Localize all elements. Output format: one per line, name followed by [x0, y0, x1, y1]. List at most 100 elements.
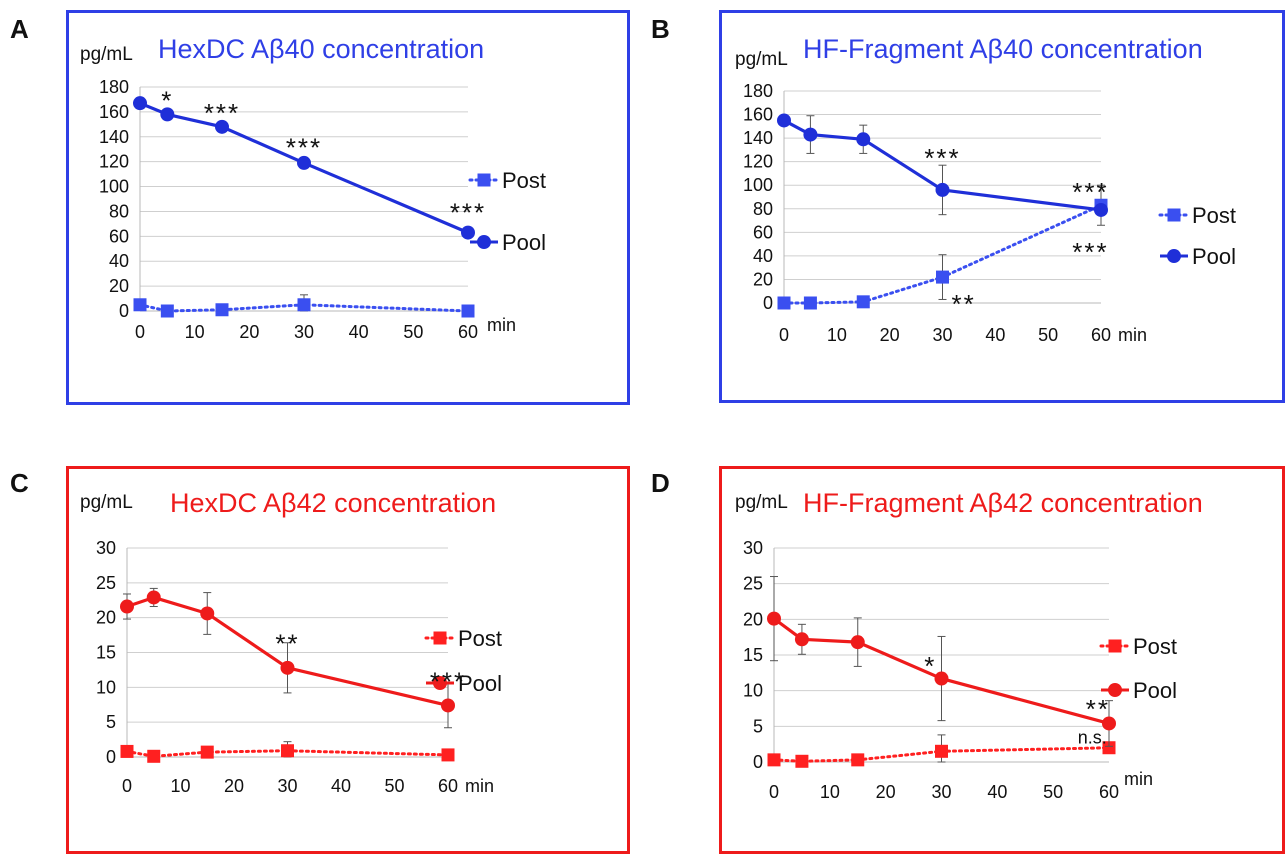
panel-a-series-post-legend-label: Post: [502, 168, 546, 193]
panel-d-ytick-label: 15: [743, 645, 763, 665]
panel-c-ytick-label: 20: [96, 608, 116, 628]
panel-d-xtick-label: 30: [931, 782, 951, 802]
panel-d-ytick-label: 25: [743, 574, 763, 594]
panel-c-ytick-label: 15: [96, 643, 116, 663]
panel-a-series-pool-legend-marker: [477, 235, 491, 249]
panel-a-significance-label: ***: [204, 98, 240, 128]
panel-b-ytick-label: 20: [753, 269, 773, 289]
panel-d-significance-label: *: [924, 651, 936, 681]
panel-a-series-post-point: [461, 304, 475, 318]
panel-c-ytick-label: 5: [106, 712, 116, 732]
panel-a-ytick-label: 0: [119, 301, 129, 321]
panel-a-series-post-legend-marker: [477, 173, 491, 187]
panel-d-significance-label: n.s.: [1078, 727, 1107, 747]
panel-b-significance-label: **: [952, 289, 976, 319]
panel-c-series-pool-point: [280, 660, 295, 675]
panel-d-series-post-point: [1102, 741, 1116, 755]
panel-b-series-post-point: [777, 296, 791, 310]
panel-a-ytick-label: 20: [109, 276, 129, 296]
panel-d-series-post-point: [795, 754, 809, 768]
panel-b-series-pool-point: [777, 113, 791, 128]
panel-a-series-pool-point: [297, 155, 311, 170]
panel-a-xtick-label: 20: [239, 322, 259, 342]
panel-a-xtick-label: 40: [349, 322, 369, 342]
panel-d-series-post-point: [851, 753, 865, 767]
panel-b-series-pool-point: [935, 182, 950, 197]
panel-a-series-pool-point: [215, 119, 229, 134]
panel-a-series-post-point: [133, 298, 147, 312]
panel-c-series-post-point: [441, 748, 455, 762]
panel-d-series-pool-point: [1102, 716, 1116, 731]
panel-a-series-post-point: [215, 303, 229, 317]
panel-b-xlabel: min: [1118, 325, 1147, 345]
panel-b-ytick-label: 100: [743, 175, 773, 195]
panel-c-series-pool-point: [120, 599, 134, 614]
panel-a-xtick-label: 30: [294, 322, 314, 342]
panel-b-xtick-label: 30: [932, 325, 952, 345]
panel-c-ytick-label: 30: [96, 538, 116, 558]
panel-a-xtick-label: 50: [403, 322, 423, 342]
panel-b-series-pool-legend-marker: [1167, 249, 1181, 263]
panel-c-xtick-label: 40: [331, 776, 351, 796]
panel-d-xtick-label: 50: [1043, 782, 1063, 802]
panel-c-series-post-point: [120, 744, 134, 758]
panel-a-ytick-label: 80: [109, 201, 129, 221]
panel-d-ytick-label: 10: [743, 681, 763, 701]
panel-a-series-pool-point: [133, 96, 147, 111]
panel-c-ytick-label: 10: [96, 677, 116, 697]
panel-d-series-pool-point: [794, 632, 809, 647]
panel-a-xlabel: min: [487, 315, 516, 335]
panel-a-title: HexDC Aβ40 concentration: [158, 34, 484, 64]
panel-a-series-pool-point: [461, 225, 475, 240]
panel-b-series-pool-point: [856, 132, 871, 147]
panel-c-significance-label: **: [275, 629, 299, 659]
panel-d-xtick-label: 40: [987, 782, 1007, 802]
panel-letter-c: C: [10, 468, 29, 498]
panel-d-series-post-legend-marker: [1108, 639, 1122, 653]
panel-b-ytick-label: 180: [743, 81, 773, 101]
panel-c-xtick-label: 0: [122, 776, 132, 796]
panel-c-ylabel: pg/mL: [80, 492, 133, 513]
panel-b-xtick-label: 10: [827, 325, 847, 345]
panel-b-series-post-point: [856, 295, 870, 309]
panel-c-ytick-label: 0: [106, 747, 116, 767]
panel-d-series-post-point: [767, 753, 781, 767]
panel-d-ytick-label: 20: [743, 609, 763, 629]
panel-a-ytick-label: 120: [99, 152, 129, 172]
panel-b-ytick-label: 80: [753, 199, 773, 219]
panel-a-ylabel: pg/mL: [80, 44, 133, 65]
panel-c-title: HexDC Aβ42 concentration: [170, 488, 496, 518]
panel-c-xtick-label: 60: [438, 776, 458, 796]
panel-b-ytick-label: 140: [743, 128, 773, 148]
panel-b-frame: [719, 10, 1285, 403]
panel-c-ytick-label: 25: [96, 573, 116, 593]
panel-b-series-post-legend-marker: [1167, 208, 1181, 222]
panel-a-significance-label: ***: [450, 197, 486, 227]
panel-b-xtick-label: 0: [779, 325, 789, 345]
panel-c-series-pool-point: [200, 606, 215, 621]
panel-d-ylabel: pg/mL: [735, 492, 788, 513]
panel-d-xlabel: min: [1124, 769, 1153, 789]
panel-c-series-pool-legend-marker: [433, 676, 447, 690]
panel-a-ytick-label: 40: [109, 251, 129, 271]
panel-b-ytick-label: 120: [743, 152, 773, 172]
panel-d-xtick-label: 20: [876, 782, 896, 802]
panel-d-ytick-label: 5: [753, 716, 763, 736]
panel-d-series-pool-point: [934, 671, 949, 686]
panel-a-series-post-point: [160, 304, 174, 318]
panel-a-series-pool-point: [160, 107, 175, 122]
panel-a-ytick-label: 100: [99, 177, 129, 197]
panel-b-significance-label: ***: [924, 143, 960, 173]
panel-c-xtick-label: 20: [224, 776, 244, 796]
panel-c-series-post-point: [281, 744, 294, 758]
panel-d-series-pool-point: [767, 611, 781, 626]
panel-c-xtick-label: 10: [170, 776, 190, 796]
panel-a-ytick-label: 180: [99, 77, 129, 97]
panel-a-xtick-label: 60: [458, 322, 478, 342]
panel-b-series-pool-legend-label: Pool: [1192, 244, 1236, 269]
panel-b-ytick-label: 40: [753, 246, 773, 266]
panel-d-ytick-label: 30: [743, 538, 763, 558]
panel-c-frame: [66, 466, 630, 854]
panel-d-xtick-label: 10: [820, 782, 840, 802]
panel-c-xtick-label: 50: [384, 776, 404, 796]
